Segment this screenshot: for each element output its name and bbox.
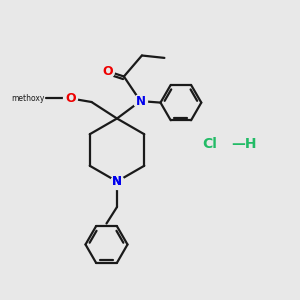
Text: O: O — [102, 64, 113, 78]
Text: methoxy: methoxy — [12, 94, 45, 103]
Text: Cl: Cl — [202, 137, 217, 151]
Text: N: N — [135, 94, 146, 108]
Text: —H: —H — [231, 137, 256, 151]
Text: N: N — [112, 175, 122, 188]
Text: N: N — [112, 175, 122, 188]
Text: O: O — [65, 92, 76, 105]
